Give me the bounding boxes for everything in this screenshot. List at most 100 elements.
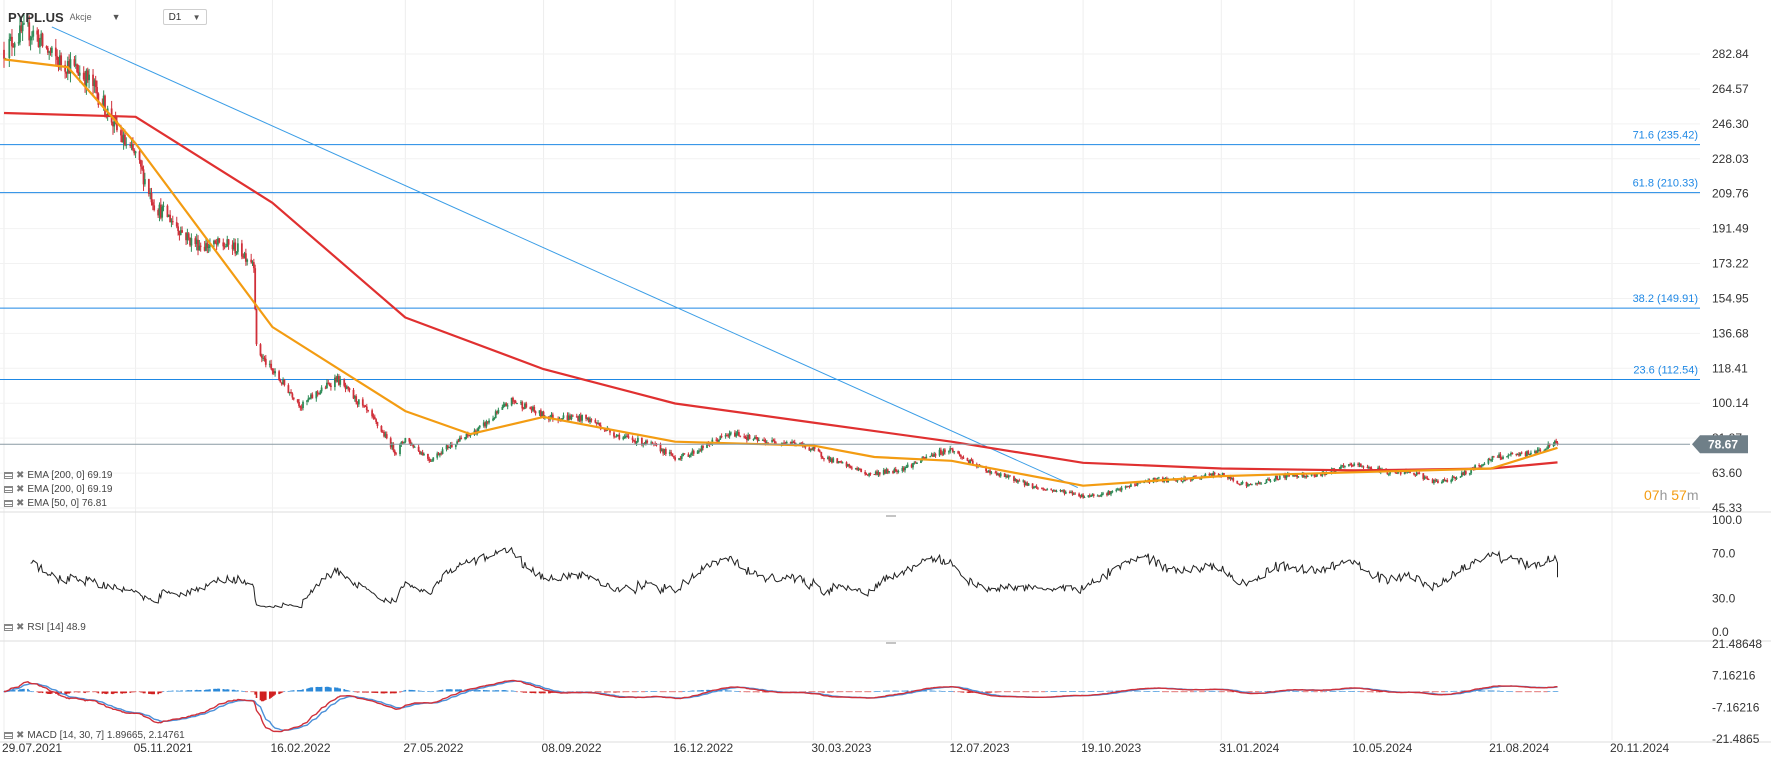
x-tick-label: 10.05.2024: [1352, 741, 1412, 755]
candle: [92, 69, 94, 95]
candle-body: [585, 414, 587, 419]
candle-body: [1115, 489, 1118, 492]
macd-hist-bar: [577, 691, 579, 693]
macd-hist-bar: [836, 691, 839, 693]
candle: [1250, 483, 1253, 486]
macd-hist-bar: [851, 691, 853, 693]
candle-body: [65, 71, 68, 74]
candle: [296, 399, 299, 404]
candle: [920, 460, 922, 464]
close-icon[interactable]: ✖: [16, 484, 25, 495]
indicator-settings-icon[interactable]: [4, 624, 13, 631]
macd-hist-bar: [1264, 691, 1266, 692]
macd-hist-bar: [1539, 691, 1542, 693]
candle-body: [8, 39, 11, 58]
candle-body: [869, 473, 872, 475]
macd-hist-bar: [264, 691, 267, 700]
candle: [408, 437, 411, 445]
candle-body: [272, 371, 275, 374]
macd-hist-bar: [1288, 690, 1290, 692]
macd-hist-bar: [985, 691, 987, 693]
candle: [38, 37, 41, 54]
candle-body: [1297, 476, 1300, 478]
indicator-settings-icon[interactable]: [4, 486, 13, 493]
indicator-settings-icon[interactable]: [4, 732, 13, 739]
timeframe-select[interactable]: D1 ▼: [162, 9, 207, 25]
candle-body: [1277, 479, 1280, 481]
macd-hist-bar: [860, 691, 862, 693]
grid-lines: [0, 0, 1700, 740]
symbol-label[interactable]: PYPL.US: [8, 9, 64, 25]
candle-body: [195, 239, 198, 245]
macd-hist-bar: [441, 689, 444, 692]
macd-hist-bar: [148, 691, 150, 694]
candle-body: [1547, 443, 1550, 449]
candle: [1078, 492, 1081, 497]
indicator-settings-icon[interactable]: [4, 472, 13, 479]
macd-hist-bar: [222, 689, 225, 692]
macd-hist-bar: [324, 686, 327, 692]
macd-hist-bar: [493, 690, 496, 692]
candle-body: [300, 407, 303, 409]
candle-body: [906, 464, 909, 468]
macd-hist-bar: [1107, 690, 1110, 692]
candle: [1515, 453, 1518, 457]
candle: [82, 66, 85, 81]
close-icon[interactable]: ✖: [16, 730, 25, 741]
candle: [1463, 470, 1466, 476]
candle-body: [28, 22, 31, 41]
candle-body: [598, 422, 601, 426]
candle-body: [962, 457, 965, 459]
candle-body: [56, 56, 59, 60]
candle-body: [1294, 474, 1297, 476]
candle: [431, 458, 433, 462]
candle-body: [904, 467, 906, 471]
candle-body: [1217, 474, 1220, 477]
candle-body: [353, 396, 356, 399]
close-icon[interactable]: ✖: [16, 498, 25, 509]
close-icon[interactable]: ✖: [16, 470, 25, 481]
candle: [827, 455, 829, 460]
candle-body: [865, 474, 868, 476]
chevron-down-icon[interactable]: ▼: [111, 12, 121, 22]
candle: [8, 33, 11, 67]
candle-body: [1102, 493, 1104, 495]
candle: [1079, 494, 1082, 499]
macd-hist-bar: [832, 691, 835, 693]
candle-body: [680, 456, 683, 459]
close-icon[interactable]: ✖: [16, 622, 25, 633]
macd-hist-bar: [856, 691, 858, 693]
candle: [162, 201, 165, 212]
macd-hist-bar: [1538, 691, 1540, 693]
candle-body: [933, 454, 936, 457]
candle-body: [767, 442, 770, 444]
macd-hist-bar: [152, 691, 154, 695]
candle: [65, 71, 68, 78]
macd-hist-bar: [290, 690, 292, 692]
indicator-settings-icon[interactable]: [4, 500, 13, 507]
candle: [437, 452, 440, 456]
macd-hist-bar: [1520, 691, 1523, 693]
candle-body: [420, 452, 423, 454]
macd-hist-bar: [645, 691, 647, 692]
candle-body: [206, 243, 209, 248]
candle: [488, 418, 490, 425]
candle: [1339, 464, 1342, 470]
macd-hist-bar: [635, 691, 638, 693]
candle-body: [957, 451, 960, 454]
macd-hist-bar: [1041, 691, 1043, 693]
candle: [506, 403, 509, 410]
candle-body: [1535, 451, 1538, 454]
macd-hist-bar: [995, 691, 998, 693]
candle-body: [752, 439, 755, 441]
candle-body: [21, 24, 24, 32]
candle: [1387, 473, 1390, 477]
candle: [307, 395, 310, 403]
candle-body: [1260, 483, 1263, 485]
macd-hist-bar: [893, 690, 896, 692]
macd-hist-bar: [48, 691, 50, 694]
candle-body: [636, 437, 639, 442]
candle: [445, 444, 448, 452]
macd-hist-bar: [1265, 691, 1268, 692]
